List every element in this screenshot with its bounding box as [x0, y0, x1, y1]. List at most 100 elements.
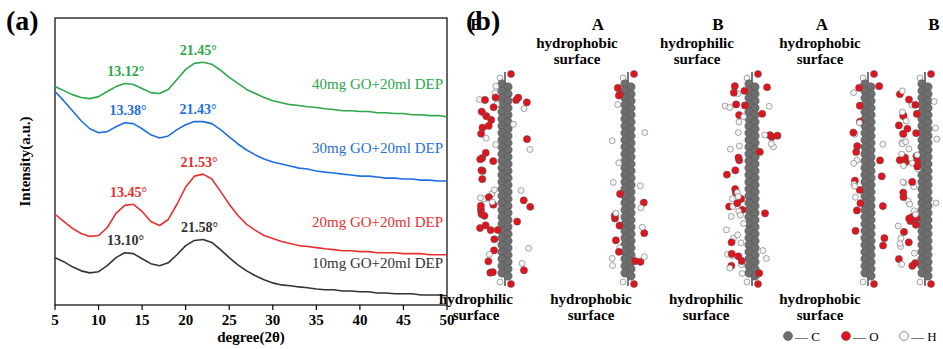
label-line: hydrophilic	[669, 291, 743, 307]
atom	[493, 142, 499, 148]
atom	[520, 267, 527, 274]
atom	[914, 163, 921, 170]
atom	[934, 136, 940, 142]
atom	[613, 210, 619, 216]
atom	[735, 194, 741, 200]
atom	[852, 227, 859, 234]
label-line: surface	[797, 307, 844, 323]
x-tick	[229, 305, 230, 310]
atom	[504, 272, 512, 280]
atom	[909, 178, 916, 185]
atom	[763, 255, 769, 261]
atom	[737, 212, 743, 218]
label-line: surface	[674, 51, 721, 67]
surface-label: hydrophobicsurface	[779, 291, 861, 323]
x-axis-title: degree(2θ)	[217, 329, 285, 346]
atom	[761, 210, 768, 217]
x-tick-label: 20	[178, 312, 193, 328]
atom	[900, 179, 906, 185]
atom	[906, 215, 913, 222]
atom	[856, 120, 862, 126]
panel-label: (a)	[6, 5, 39, 36]
atom	[774, 132, 781, 139]
atom	[527, 203, 534, 210]
atom	[860, 279, 866, 285]
peak-label: 13.12°	[107, 64, 144, 79]
label-line: surface	[554, 51, 601, 67]
atom	[932, 125, 938, 131]
atom	[898, 235, 904, 241]
atom	[489, 199, 495, 205]
surface-label: hydrophilicsurface	[439, 291, 513, 323]
atom	[477, 195, 483, 201]
x-tick-label: 40	[352, 312, 367, 328]
x-tick	[272, 305, 273, 310]
label-line: hydrophobic	[536, 35, 618, 51]
atom	[852, 194, 858, 200]
atom	[494, 226, 501, 233]
series-label: 40mg GO+20ml DEP	[312, 76, 443, 92]
atom	[723, 227, 729, 233]
atom	[527, 146, 533, 152]
y-axis-title: Intensity(a.u.)	[17, 116, 34, 206]
atom	[899, 151, 905, 157]
x-tick-label: 30	[265, 312, 280, 328]
label-line: hydrophobic	[779, 291, 861, 307]
atom	[900, 130, 907, 137]
atom	[478, 167, 485, 174]
atom	[493, 83, 499, 89]
atom	[928, 71, 935, 78]
surface-label: hydrophobicsurface	[550, 291, 632, 323]
x-tick-label: 45	[396, 312, 411, 328]
atom	[913, 130, 920, 137]
atom	[901, 180, 907, 186]
peak-label: 21.43°	[180, 102, 217, 117]
atom	[481, 96, 488, 103]
atom	[738, 257, 745, 264]
atom	[727, 265, 733, 271]
layer-label: B	[712, 15, 723, 34]
atom	[497, 279, 503, 285]
x-tick	[316, 305, 317, 310]
atom	[642, 130, 648, 136]
atom	[900, 193, 907, 200]
legend-label: — H	[910, 329, 937, 344]
atom	[867, 272, 875, 280]
x-tick	[185, 305, 186, 310]
atom	[620, 279, 626, 285]
atom	[616, 160, 622, 166]
atom	[899, 88, 905, 94]
atom	[627, 272, 635, 280]
label-line: surface	[797, 51, 844, 67]
atom	[479, 176, 486, 183]
figure: (a)5101520253035404550degree(2θ)Intensit…	[0, 0, 943, 349]
atom	[878, 173, 885, 180]
atom	[491, 187, 497, 193]
atom	[612, 237, 619, 244]
atom	[856, 84, 863, 91]
peak-label: 21.53°	[180, 155, 217, 170]
layer-label: A	[592, 15, 605, 34]
atom	[933, 200, 939, 206]
layer-label: B	[928, 15, 939, 34]
panel-label: (b)	[466, 5, 500, 36]
series-label: 10mg GO+20ml DEP	[312, 255, 443, 271]
atom	[492, 94, 499, 101]
xrd-curve	[55, 240, 447, 296]
atom	[733, 101, 740, 108]
legend-swatch	[784, 332, 793, 341]
atom	[490, 157, 497, 164]
atom	[755, 71, 762, 78]
peak-label: 21.45°	[180, 43, 217, 58]
atom	[615, 102, 621, 108]
atom	[881, 235, 888, 242]
atom	[490, 104, 497, 111]
atom	[615, 248, 622, 255]
atom	[482, 149, 489, 156]
atom	[853, 148, 860, 155]
atom	[856, 118, 863, 125]
atom	[741, 114, 747, 120]
atom	[481, 212, 488, 219]
atom	[485, 258, 492, 265]
layer-label: B	[470, 15, 481, 34]
